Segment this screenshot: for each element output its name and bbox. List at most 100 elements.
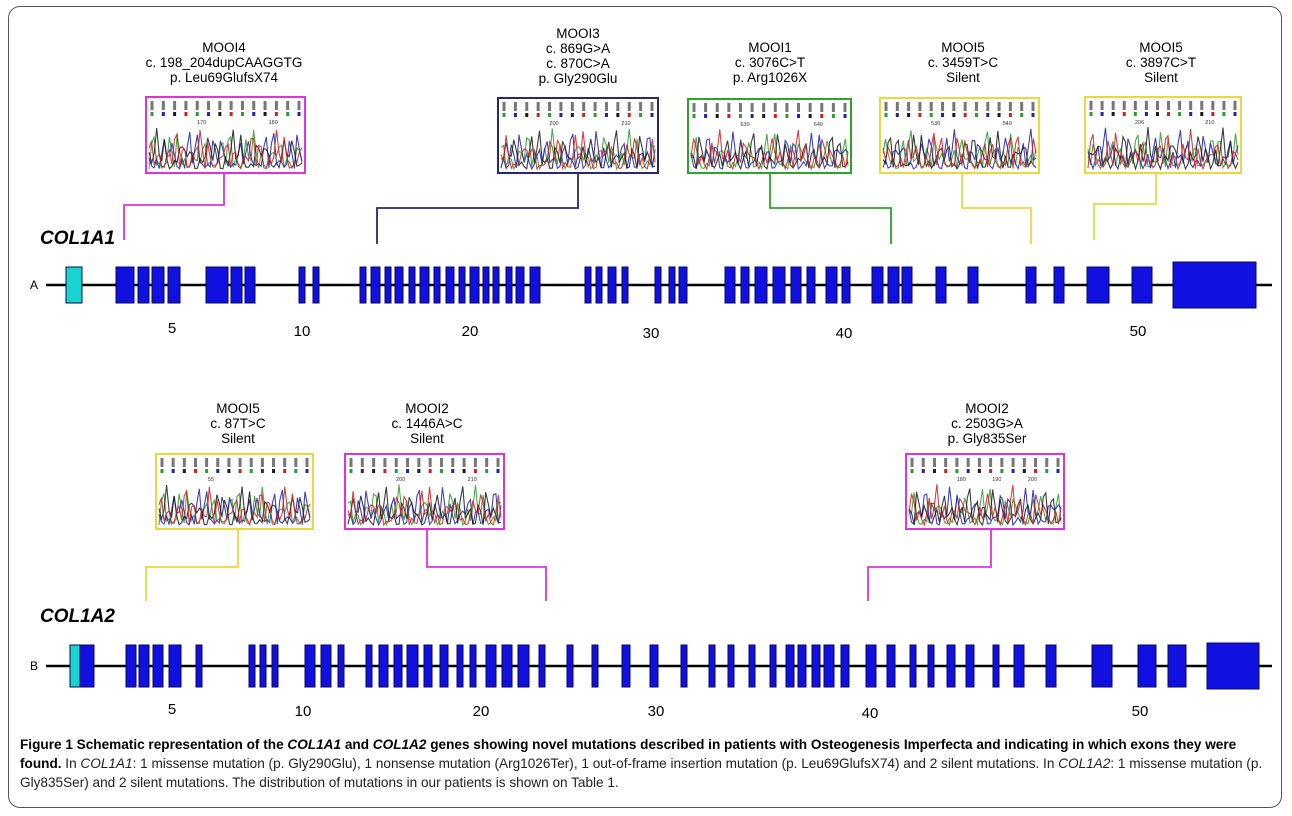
sequence-base-mark (989, 458, 993, 467)
sequence-base-mark (229, 101, 233, 110)
exon-block (785, 644, 795, 688)
scale-label: 10 (294, 323, 311, 340)
exon-block (469, 266, 480, 304)
sequence-base-mark (263, 101, 267, 110)
sequence-base-mark (182, 469, 186, 473)
sequence-base-mark (884, 102, 888, 111)
panel-b-letter: B (30, 659, 38, 673)
connector-line (961, 172, 1032, 244)
sequence-base-mark (297, 112, 301, 116)
sequence-base-mark (240, 101, 244, 110)
panel-b-scale: 5 10 20 30 40 50 (168, 701, 1149, 722)
exon-block (740, 266, 750, 304)
exon-block (935, 266, 947, 304)
scale-label: 5 (168, 320, 176, 337)
sequence-base-mark (238, 469, 242, 473)
chromatogram-tick-label: 170 (197, 120, 206, 126)
exon-block (584, 266, 592, 304)
exon-block (125, 644, 137, 688)
sequence-base-mark (305, 458, 309, 467)
scale-label: 30 (643, 325, 660, 342)
exon-block (304, 644, 316, 688)
sequence-base-mark (704, 103, 708, 112)
sequence-base-mark (283, 458, 287, 467)
exon-block (370, 266, 381, 304)
exon-block (748, 644, 756, 688)
chromatogram-trace (158, 486, 311, 526)
sequence-base-mark (966, 469, 970, 473)
chromatogram-trace (347, 486, 502, 526)
chromatogram-box: 206 210 (1084, 96, 1242, 174)
chromatogram-tick-label: 180 (269, 120, 278, 126)
sequence-base-mark (910, 469, 914, 473)
exon-block (384, 266, 392, 304)
exon-block (320, 644, 332, 688)
sequence-base-mark (502, 102, 506, 111)
sequence-base-mark (1056, 469, 1060, 473)
chromatogram-trace (500, 130, 656, 170)
sequence-base-mark (910, 458, 914, 467)
sequence-base-mark (525, 102, 529, 111)
exon-block (668, 266, 676, 304)
sequence-base-mark (274, 101, 278, 110)
exon-block (517, 644, 530, 688)
sequence-base-mark (496, 458, 500, 467)
exon-block (485, 644, 497, 688)
sequence-base-mark (918, 102, 922, 111)
connector-line (145, 528, 239, 601)
scale-label: 30 (648, 703, 665, 720)
sequence-base-mark (921, 458, 925, 467)
exon-block (152, 644, 164, 688)
sequence-base-mark (1022, 469, 1026, 473)
exon-block (337, 644, 345, 688)
figure-caption: Figure 1 Schematic representation of the… (20, 737, 1263, 790)
connector-line (867, 528, 992, 601)
sequence-base-mark (884, 113, 888, 117)
sequence-base-mark (797, 114, 801, 118)
sequence-base-mark (383, 469, 387, 473)
utr-exon-block (69, 644, 81, 688)
sequence-base-mark (650, 102, 654, 111)
sequence-base-mark (1167, 112, 1171, 116)
exon-block (965, 644, 975, 688)
sequence-base-mark (536, 102, 540, 111)
sequence-base-mark (773, 103, 777, 112)
sequence-base-mark (843, 103, 847, 112)
panel-b-connectors (145, 528, 992, 601)
exon-block (259, 644, 267, 688)
sequence-base-mark (360, 458, 364, 467)
exon-block (1167, 644, 1187, 688)
exon-block (248, 644, 256, 688)
exon-block (365, 644, 373, 688)
sequence-base-mark (1133, 101, 1137, 110)
exon-block (271, 644, 279, 688)
exon-block (992, 644, 1000, 688)
exon-block (595, 266, 603, 304)
sequence-base-mark (895, 102, 899, 111)
exon-block (406, 644, 419, 688)
scale-label: 40 (836, 325, 853, 342)
sequence-base-mark (218, 101, 222, 110)
exon-block (515, 266, 525, 304)
exon-block (423, 644, 433, 688)
exon-block (408, 266, 416, 304)
sequence-base-mark (283, 469, 287, 473)
sequence-base-mark (428, 469, 432, 473)
panel-a-connectors (123, 172, 1157, 244)
exon-block (1131, 266, 1153, 304)
figure-frame (8, 6, 1282, 808)
exon-block (151, 266, 165, 304)
sequence-base-mark (428, 458, 432, 467)
sequence-base-mark (1022, 458, 1026, 467)
sequence-base-mark (1233, 112, 1237, 116)
exon-block (754, 266, 768, 304)
exon-block (79, 644, 95, 688)
exon-block (790, 266, 802, 304)
sequence-base-mark (349, 469, 353, 473)
sequence-base-mark (297, 101, 301, 110)
sequence-base-mark (627, 102, 631, 111)
exon-block (591, 644, 599, 688)
scale-label: 5 (168, 701, 176, 718)
